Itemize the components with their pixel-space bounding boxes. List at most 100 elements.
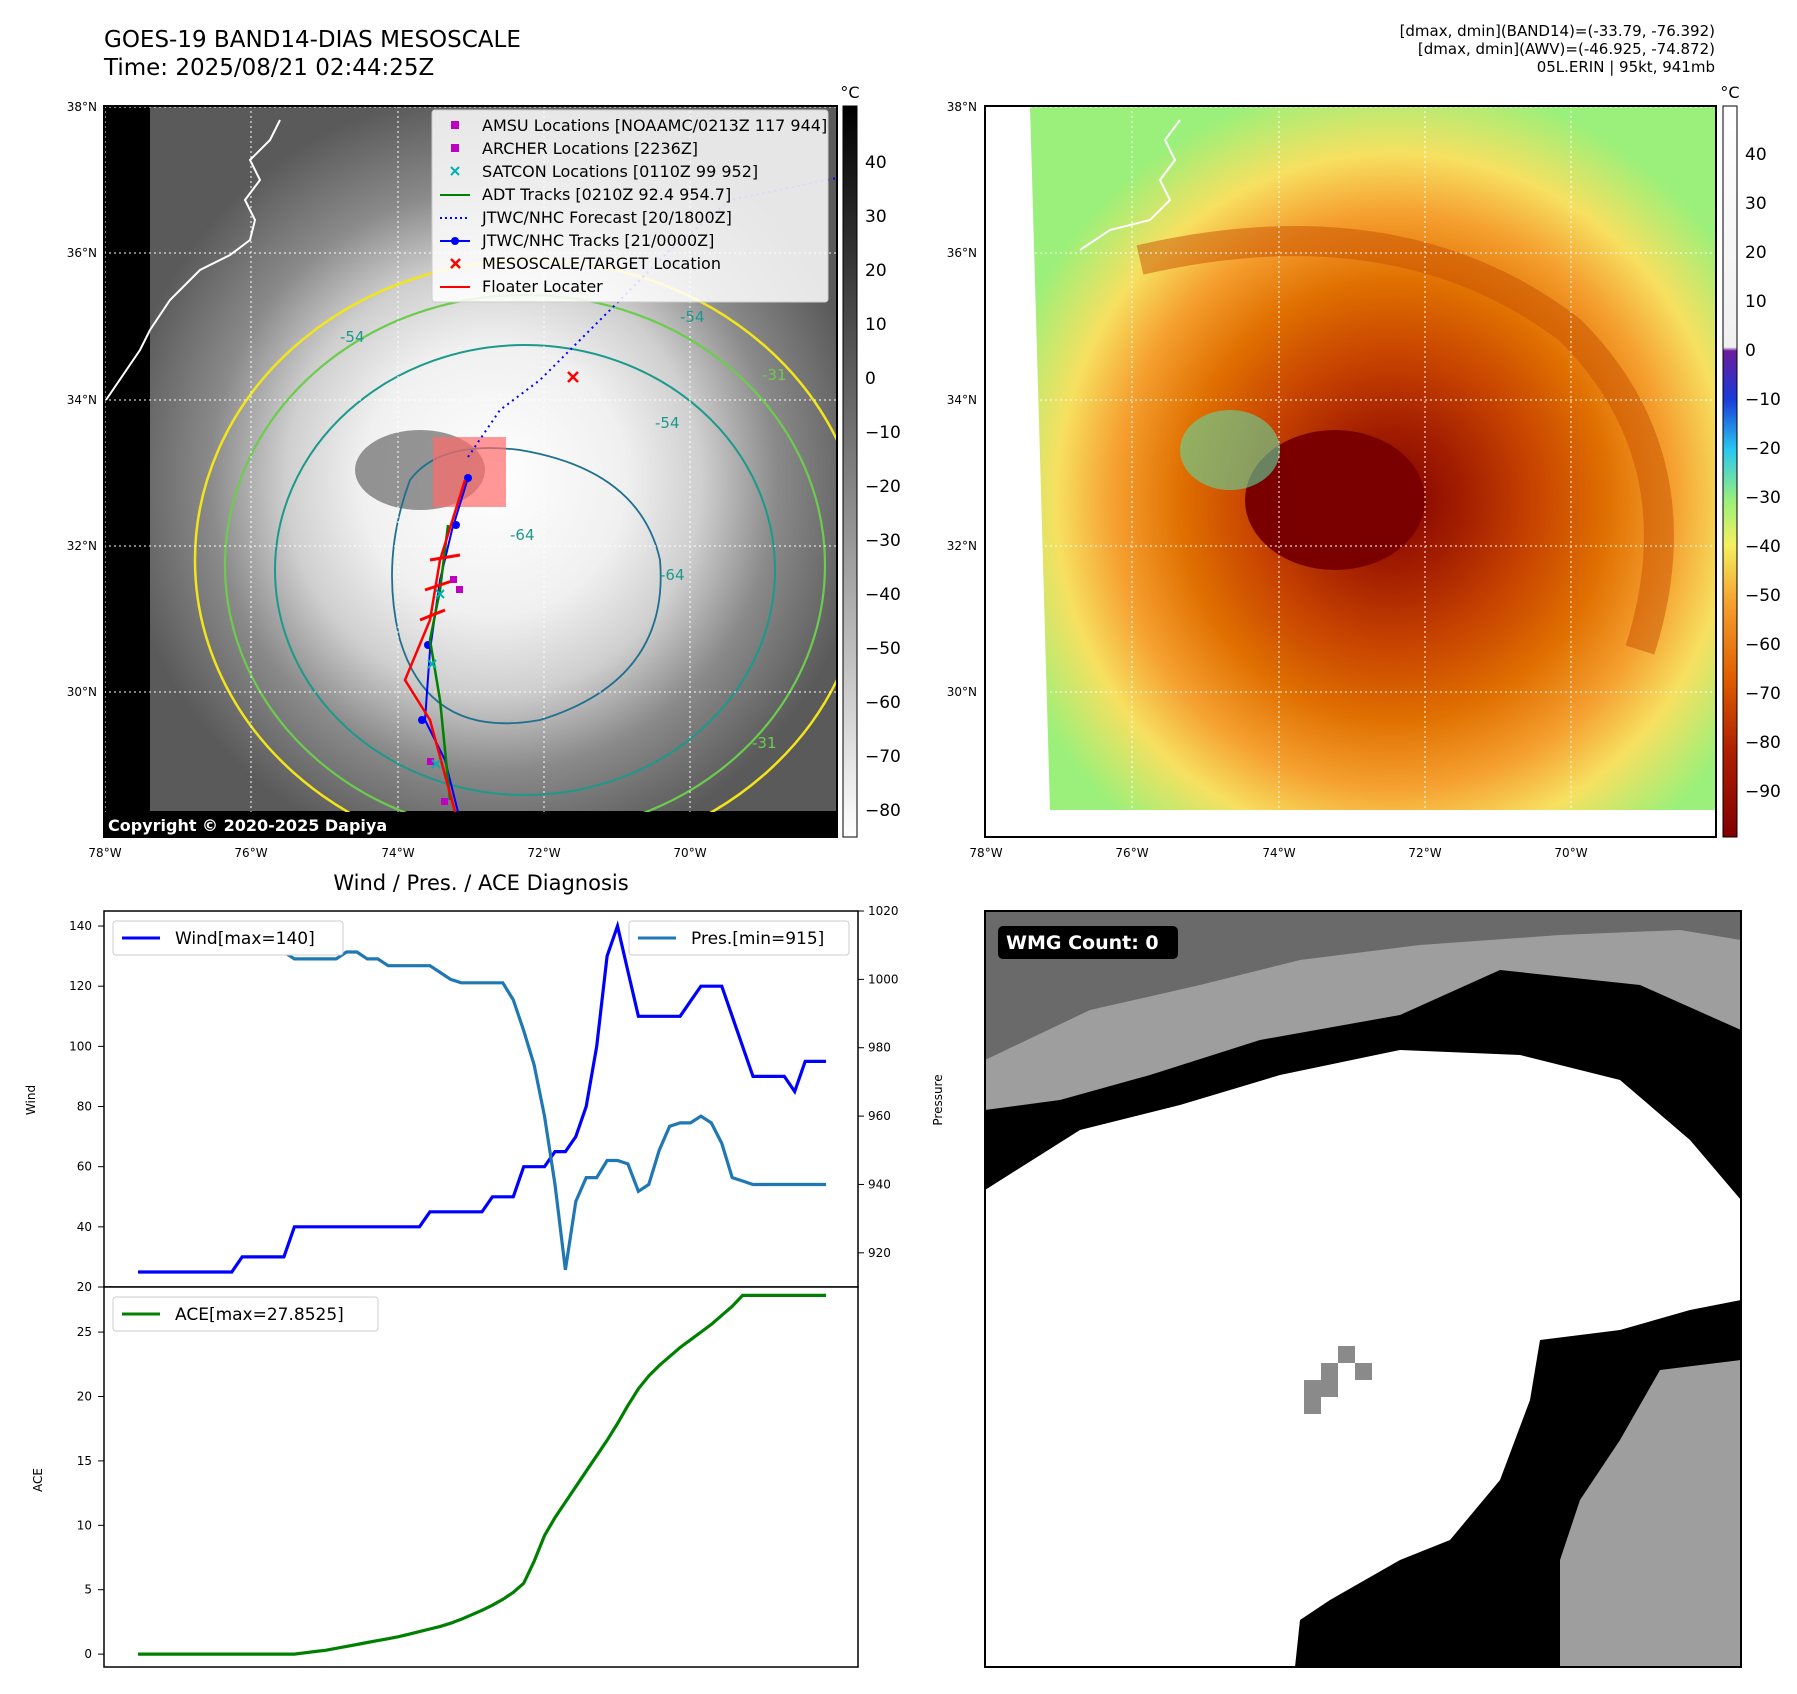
lon-label: 76°W	[234, 846, 267, 860]
lat-label: 34°N	[67, 393, 97, 407]
wmg-count-badge	[998, 926, 1178, 959]
figure-title: GOES-19 BAND14-DIAS MESOSCALE Time: 2025…	[104, 26, 521, 82]
ace-yticks: 0 5 10 15 20 25	[77, 1325, 104, 1661]
colorbar2-tick: 40	[1745, 145, 1767, 165]
legend-label: Floater Locater	[482, 277, 603, 296]
lat-label: 34°N	[947, 393, 977, 407]
map2-lon-labels: 78°W 76°W 74°W 72°W 70°W	[969, 846, 1587, 860]
pressure-tick-label: 940	[868, 1177, 891, 1191]
lat-label: 36°N	[947, 246, 977, 260]
wind-tick-label: 40	[77, 1220, 92, 1234]
wind-pres-axes	[103, 910, 859, 1288]
lat-label: 32°N	[67, 539, 97, 553]
map-legend: AMSU Locations [NOAAMC/0213Z 117 944] AR…	[431, 109, 829, 303]
ace-line	[138, 1293, 826, 1656]
awv-dry-region	[1180, 410, 1280, 490]
floater-track	[403, 479, 467, 831]
legend-item: ADT Tracks [0210Z 92.4 954.7]	[440, 185, 731, 204]
pressure-axis-label: Pressure	[931, 1074, 945, 1125]
wind-tick-label: 20	[77, 1280, 92, 1294]
legend-label: JTWC/NHC Forecast [20/1800Z]	[481, 208, 732, 227]
lat-label: 36°N	[67, 246, 97, 260]
wind-legend: Wind[max=140]	[112, 920, 344, 956]
copyright-text: Copyright © 2020-2025 Dapiya	[108, 816, 387, 835]
info-line-3: 05L.ERIN | 95kt, 941mb	[1536, 58, 1715, 76]
legend-box	[431, 109, 829, 303]
contour-label: -31	[752, 734, 777, 752]
wind-tick-label: 140	[69, 919, 92, 933]
colorbar2-tick: −20	[1745, 439, 1781, 459]
contour-label: -54	[680, 308, 705, 326]
lat-label: 38°N	[947, 100, 977, 114]
colorbar2-tick: −80	[1745, 733, 1781, 753]
colorbar2-tick: 20	[1745, 243, 1767, 263]
info-line-2: [dmax, dmin](AWV)=(-46.925, -74.872)	[1417, 40, 1715, 58]
colorbar2-tick: −10	[1745, 390, 1781, 410]
colorbar-band14: °C 40 30 20 10 0 −10 −20 −30 −40 −50 −60…	[840, 83, 901, 838]
colorbar1-tick: −20	[865, 477, 901, 497]
colorbar1-tick: 20	[865, 261, 887, 281]
contour-core	[391, 447, 662, 725]
wmg-gray-specks	[1304, 1346, 1372, 1414]
colorbar2-tick: −30	[1745, 488, 1781, 508]
legend-label: SATCON Locations [0110Z 99 952]	[482, 162, 758, 181]
colorbar1-tick: 30	[865, 207, 887, 227]
wind-legend-label: Wind[max=140]	[175, 929, 315, 949]
colorbar1-tick: −30	[865, 531, 901, 551]
floater-box	[433, 437, 506, 507]
legend-item: AMSU Locations [NOAAMC/0213Z 117 944]	[451, 116, 827, 135]
diagnosis-panel: Wind / Pres. / ACE Diagnosis 20406080100…	[24, 871, 945, 1668]
lon-label: 70°W	[673, 846, 706, 860]
wind-yticks: 20 40 60 80 100 120 140	[69, 919, 104, 1294]
ace-tick-label: 25	[77, 1325, 92, 1339]
map2-frame	[984, 105, 1717, 838]
map2-lat-labels: 38°N 36°N 34°N 32°N 30°N	[947, 100, 977, 699]
ace-legend-box	[112, 1296, 379, 1332]
colorbar1-unit: °C	[840, 83, 859, 102]
band14-map: -54 -54 -64 -64 -31 -54 -31 Copyright © …	[67, 100, 838, 860]
colorbar1-gradient	[842, 105, 858, 838]
contour-label: -54	[655, 414, 680, 432]
ace-legend: ACE[max=27.8525]	[112, 1296, 379, 1332]
colorbar1-tick: −80	[865, 801, 901, 821]
legend-label: JTWC/NHC Tracks [21/0000Z]	[481, 231, 714, 250]
colorbar1-ticks: 40 30 20 10 0 −10 −20 −30 −40 −50 −60 −7…	[865, 153, 901, 821]
lat-label: 38°N	[67, 100, 97, 114]
lat-label: 32°N	[947, 539, 977, 553]
coastline-2	[1079, 119, 1181, 251]
wmg-count-label: WMG Count: 0	[1006, 932, 1159, 954]
colorbar1-tick: 10	[865, 315, 887, 335]
colorbar2-ticks: 40 30 20 10 0 −10 −20 −30 −40 −50 −60 −7…	[1745, 145, 1781, 802]
lon-label: 78°W	[88, 846, 121, 860]
contour-label: -31	[762, 366, 787, 384]
colorbar2-tick: 0	[1745, 341, 1756, 361]
colorbar2-tick: −90	[1745, 782, 1781, 802]
map1-lat-labels: 38°N 36°N 34°N 32°N 30°N	[67, 100, 97, 699]
archer-points	[427, 576, 463, 805]
awv-spiral-band	[1136, 226, 1674, 655]
coastline	[105, 119, 281, 401]
colorbar1-tick: 0	[865, 369, 876, 389]
pressure-legend-box	[628, 920, 850, 956]
legend-label: AMSU Locations [NOAAMC/0213Z 117 944]	[482, 116, 827, 135]
satcon-points	[427, 589, 445, 769]
legend-item: JTWC/NHC Tracks [21/0000Z]	[440, 231, 714, 250]
lat-label: 30°N	[67, 685, 97, 699]
legend-marker	[451, 144, 459, 152]
colorbar1-tick: 40	[865, 153, 887, 173]
ace-series	[138, 1293, 826, 1656]
legend-label: MESOSCALE/TARGET Location	[482, 254, 721, 273]
pressure-tick-label: 980	[868, 1041, 891, 1055]
legend-item: JTWC/NHC Forecast [20/1800Z]	[440, 208, 732, 227]
colorbar2-tick: −40	[1745, 537, 1781, 557]
lon-label: 74°W	[1262, 846, 1295, 860]
pressure-tick-label: 1000	[868, 972, 899, 986]
target-location	[567, 371, 579, 383]
wmg-panel: WMG Count: 0	[984, 910, 1742, 1668]
colorbar1-tick: −40	[865, 585, 901, 605]
wind-line	[138, 920, 826, 1274]
wind-tick-label: 100	[69, 1039, 92, 1053]
wmg-black-ring-top	[985, 970, 1741, 1200]
lat-label: 30°N	[947, 685, 977, 699]
